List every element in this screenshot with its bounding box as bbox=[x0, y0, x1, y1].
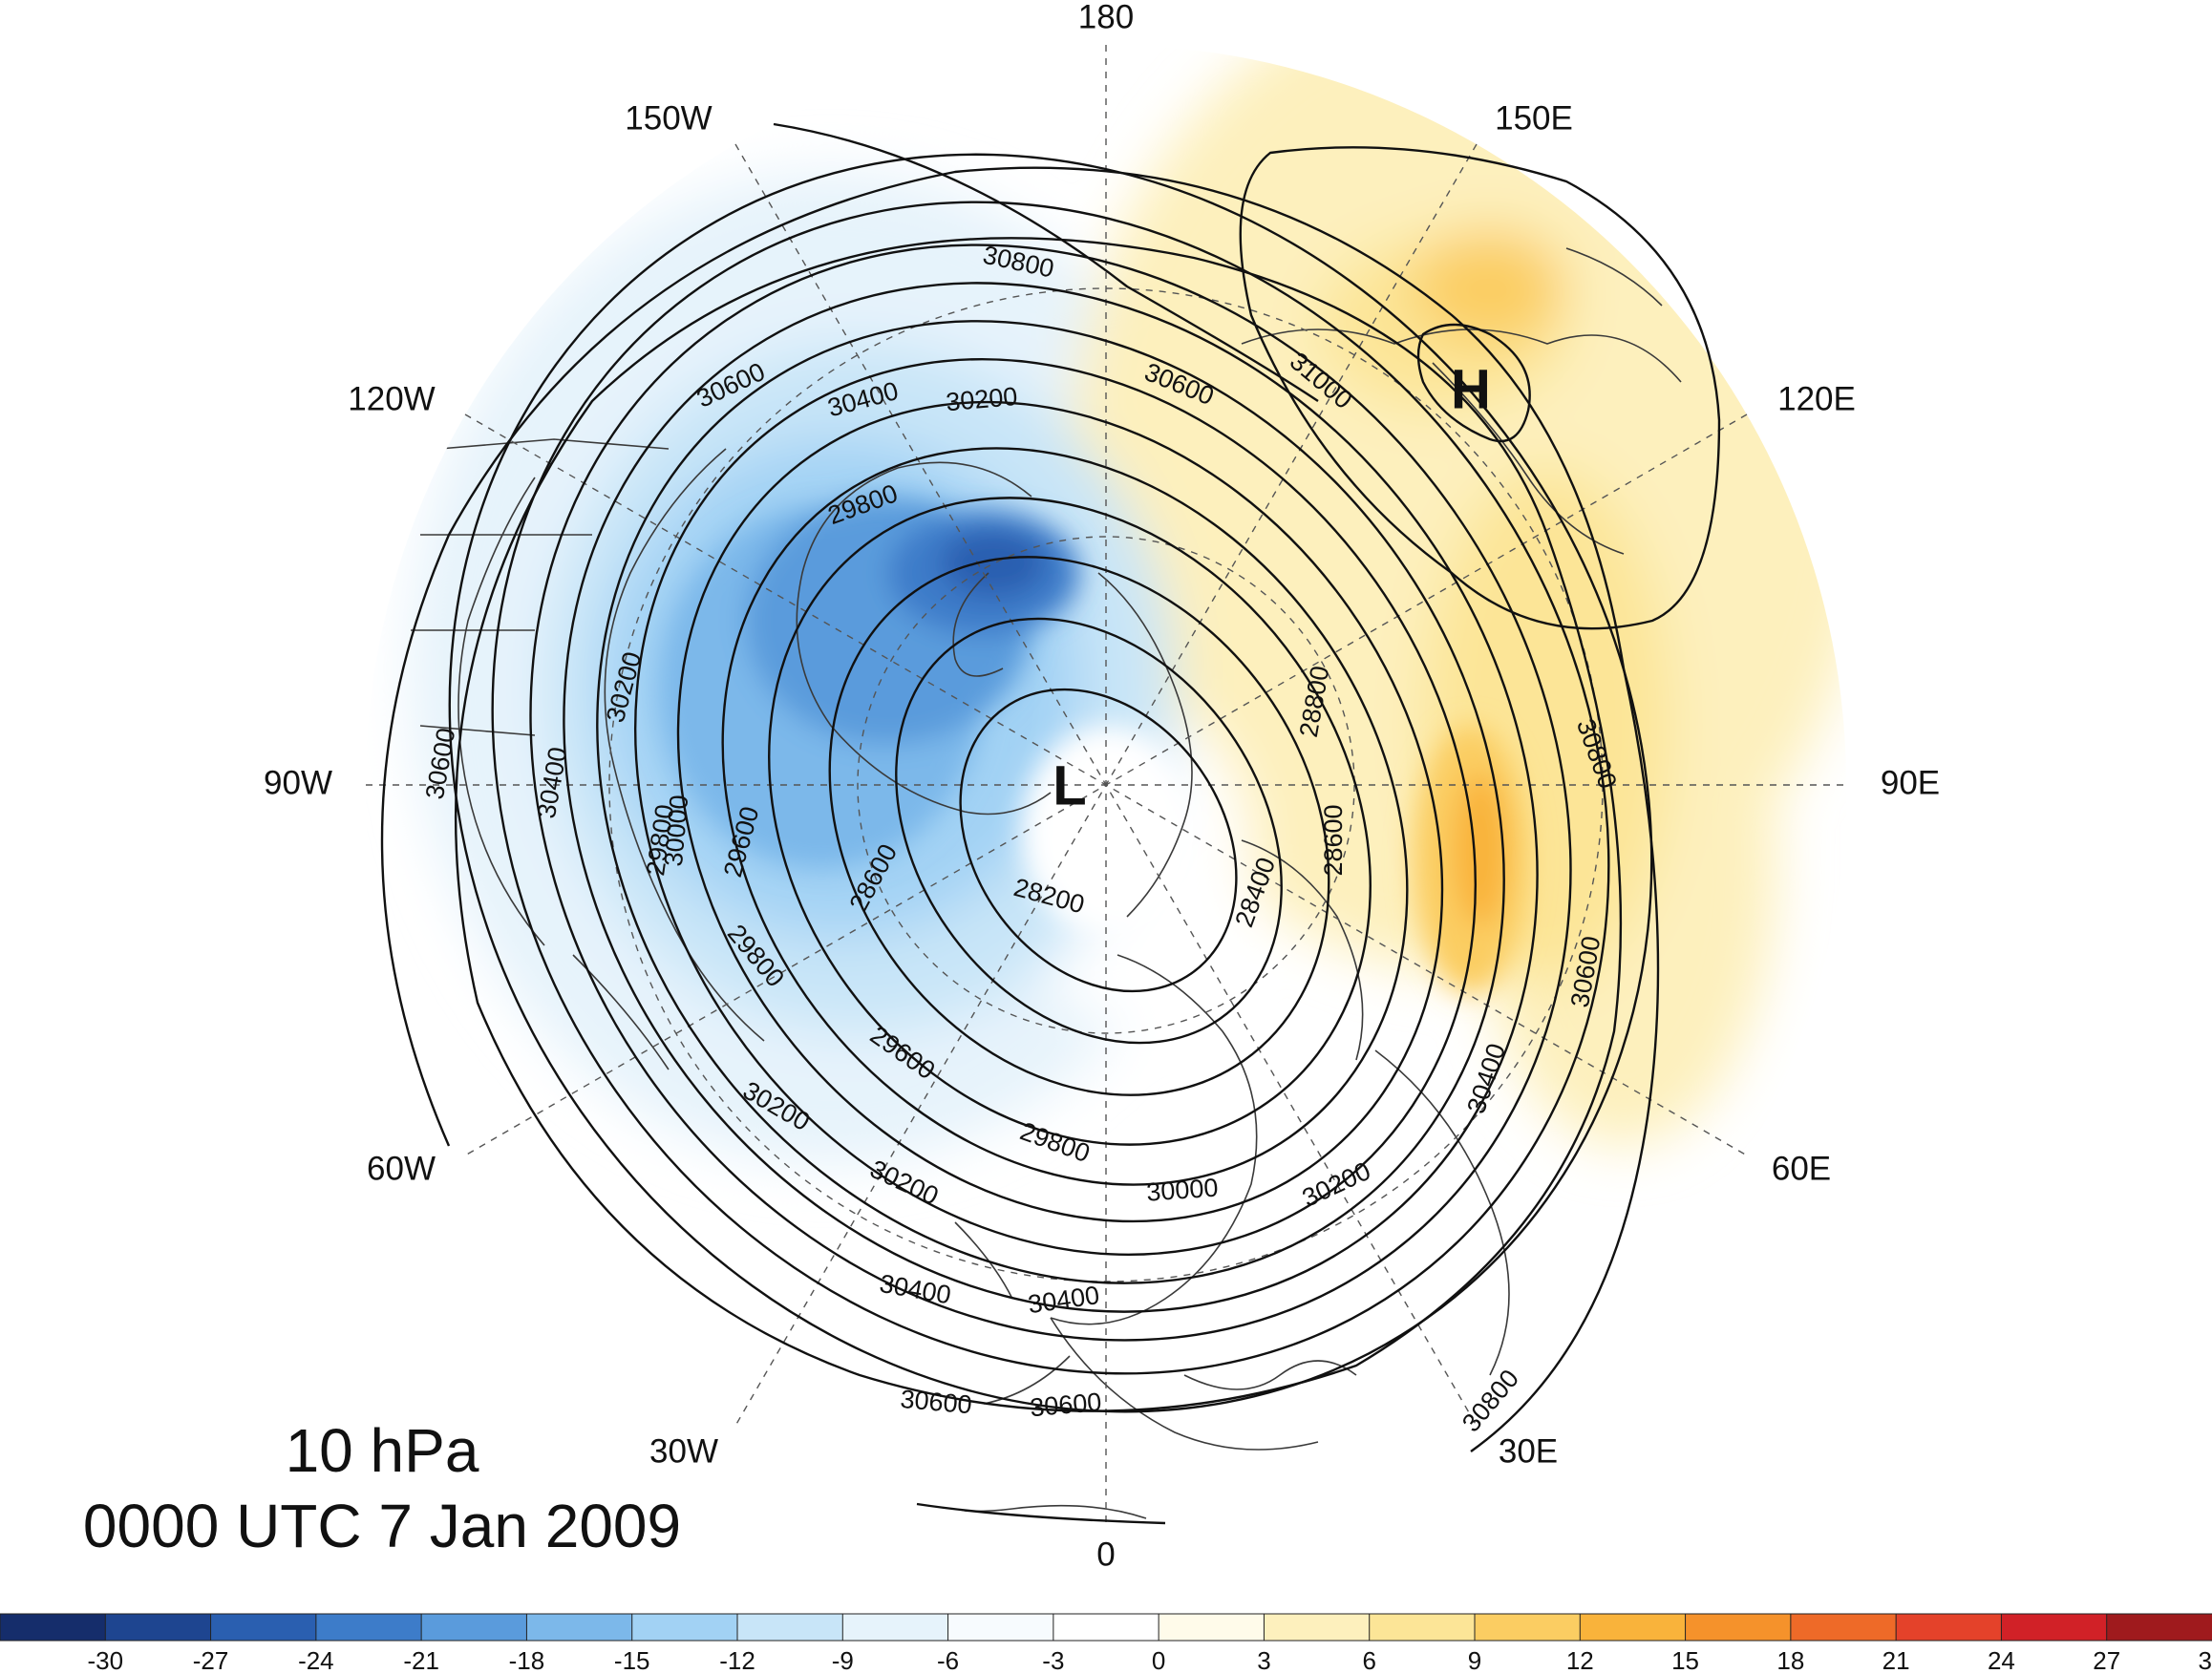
contour-29200 bbox=[676, 400, 1444, 1223]
colorbar-tick-label: -18 bbox=[509, 1646, 545, 1674]
contour-label: 30000 bbox=[1145, 1174, 1219, 1207]
contour-28400 bbox=[895, 617, 1283, 1045]
colorbar-tick-label: 27 bbox=[2093, 1646, 2120, 1674]
contour-label: 30600 bbox=[1029, 1388, 1102, 1422]
contour-outer bbox=[773, 122, 1319, 402]
colorbar-swatch bbox=[1263, 1613, 1371, 1642]
colorbar-swatch bbox=[1158, 1613, 1266, 1642]
colorbar-tick-label: -24 bbox=[298, 1646, 334, 1674]
lon-label-30e: 30E bbox=[1499, 1432, 1558, 1470]
colorbar-tick-label: -27 bbox=[193, 1646, 229, 1674]
contour-28600 bbox=[828, 556, 1330, 1096]
longitude-labels: 180 150E 120E 90E 60E 30E 0 30W 60W 90W … bbox=[264, 0, 1940, 1573]
colorbar-tick-label: -3 bbox=[1042, 1646, 1064, 1674]
colorbar-swatch bbox=[1579, 1613, 1687, 1642]
lon-label-30w: 30W bbox=[649, 1432, 718, 1470]
colorbar-swatch bbox=[1685, 1613, 1792, 1642]
colorbar-swatch bbox=[104, 1613, 212, 1642]
contour-28200 bbox=[959, 688, 1238, 993]
contour-29600 bbox=[596, 320, 1505, 1284]
contour-label: 30200 bbox=[945, 382, 1018, 416]
colorbar-tick-label: 6 bbox=[1362, 1646, 1375, 1674]
colorbar-tick-label: 3 bbox=[1257, 1646, 1270, 1674]
colorbar-boxes bbox=[0, 1613, 2212, 1642]
colorbar-swatch bbox=[315, 1613, 423, 1642]
colorbar-labels: -30 -27 -24 -21 -18 -15 -12 -9 -6 -3 0 3 6 9 12 15 18 21 2… bbox=[88, 1646, 2212, 1674]
colorbar-swatch bbox=[2106, 1613, 2212, 1642]
colorbar-swatch bbox=[631, 1613, 739, 1642]
contour-label: 30600 bbox=[899, 1385, 972, 1419]
lon-label-60w: 60W bbox=[367, 1150, 436, 1187]
colorbar-tick-label: 18 bbox=[1776, 1646, 1804, 1674]
lon-label-0: 0 bbox=[1096, 1536, 1115, 1573]
contour-south-fragment bbox=[916, 1502, 1166, 1525]
colorbar-tick-label: 30 bbox=[2199, 1646, 2212, 1674]
colorbar-swatch bbox=[2000, 1613, 2108, 1642]
coastlines bbox=[411, 247, 1682, 1519]
height-contours bbox=[380, 122, 1721, 1525]
colorbar-tick-label: -30 bbox=[88, 1646, 124, 1674]
colorbar-swatch bbox=[736, 1613, 844, 1642]
colorbar-swatch bbox=[1053, 1613, 1160, 1642]
colorbar-tick-label: -12 bbox=[719, 1646, 755, 1674]
contour-label: 30200 bbox=[1298, 1156, 1375, 1213]
colorbar-tick-label: 21 bbox=[1882, 1646, 1910, 1674]
colorbar-tick-label: 0 bbox=[1152, 1646, 1165, 1674]
colorbar-tick-label: 15 bbox=[1671, 1646, 1699, 1674]
valid-time-title: 0000 UTC 7 Jan 2009 bbox=[83, 1492, 681, 1560]
lon-label-90w: 90W bbox=[264, 764, 332, 801]
colorbar-swatch bbox=[947, 1613, 1054, 1642]
colorbar-swatch bbox=[841, 1613, 949, 1642]
colorbar-tick-label: 24 bbox=[1988, 1646, 2015, 1674]
colorbar-swatch bbox=[1790, 1613, 1898, 1642]
contour-label: 30400 bbox=[1461, 1040, 1511, 1117]
colorbar-swatch bbox=[420, 1613, 528, 1642]
colorbar-swatch bbox=[1369, 1613, 1476, 1642]
colorbar-swatch bbox=[525, 1613, 633, 1642]
colorbar: -30 -27 -24 -21 -18 -15 -12 -9 -6 -3 0 3 6 9 12 15 18 21 2… bbox=[0, 1613, 2212, 1674]
colorbar-swatch bbox=[210, 1613, 317, 1642]
lon-label-90e: 90E bbox=[1881, 764, 1940, 801]
low-center-marker: L bbox=[1053, 754, 1086, 816]
colorbar-tick-label: -15 bbox=[614, 1646, 650, 1674]
contour-29400 bbox=[634, 358, 1477, 1256]
contour-29800 bbox=[563, 282, 1539, 1313]
colorbar-swatch bbox=[0, 1613, 107, 1642]
contour-30600 bbox=[454, 237, 1623, 1412]
colorbar-tick-label: 9 bbox=[1468, 1646, 1481, 1674]
contour-label: 29800 bbox=[1016, 1116, 1094, 1168]
colorbar-swatch bbox=[1895, 1613, 2003, 1642]
lon-label-180: 180 bbox=[1078, 0, 1134, 35]
high-center-marker: H bbox=[1451, 358, 1491, 420]
contour-28800 bbox=[768, 497, 1372, 1146]
colorbar-swatch bbox=[1474, 1613, 1582, 1642]
lon-label-120e: 120E bbox=[1777, 380, 1856, 417]
colorbar-tick-label: -9 bbox=[832, 1646, 854, 1674]
lon-label-120w: 120W bbox=[348, 380, 435, 417]
lon-label-150e: 150E bbox=[1495, 99, 1573, 137]
contour-29000 bbox=[721, 447, 1409, 1186]
colorbar-tick-label: -21 bbox=[403, 1646, 439, 1674]
contour-31200 bbox=[1416, 323, 1531, 443]
lon-label-150w: 150W bbox=[625, 99, 712, 137]
colorbar-tick-label: -6 bbox=[937, 1646, 959, 1674]
contour-label: 30400 bbox=[1026, 1281, 1101, 1319]
contour-30000 bbox=[529, 244, 1572, 1342]
contour-31000 bbox=[1239, 146, 1721, 630]
pressure-level-title: 10 hPa bbox=[286, 1416, 479, 1485]
colorbar-tick-label: 12 bbox=[1566, 1646, 1594, 1674]
contour-label: 28600 bbox=[1319, 804, 1348, 876]
contour-label: 30000 bbox=[659, 794, 693, 867]
contour-30200 bbox=[491, 201, 1610, 1375]
contour-30800 bbox=[380, 166, 1660, 1452]
lon-label-60e: 60E bbox=[1772, 1150, 1831, 1187]
